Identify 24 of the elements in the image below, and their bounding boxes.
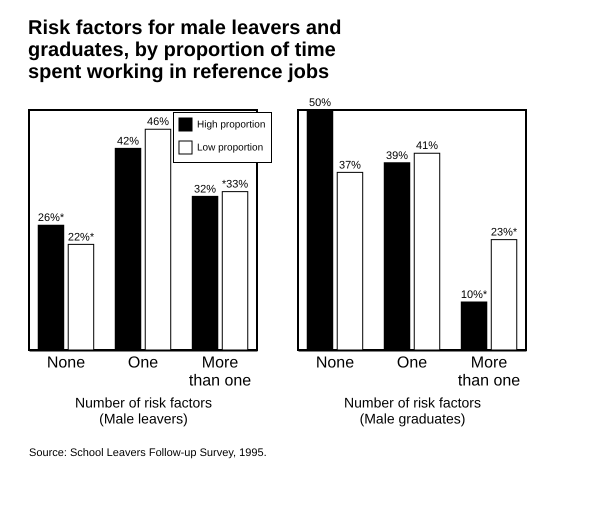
- data-label: 37%: [338, 159, 362, 172]
- x-axis-title: Number of risk factors (Male graduates): [344, 394, 481, 426]
- data-label: 10%*: [460, 289, 488, 301]
- data-label: *33%: [222, 178, 248, 191]
- chart-title: Risk factors for male leavers and graduates, by proportion of time spent working in reference jobs: [28, 17, 342, 83]
- x-tick-label: None: [316, 354, 354, 372]
- data-label: 26%*: [38, 212, 65, 224]
- data-label: 22%*: [68, 231, 95, 244]
- data-label: 50%: [308, 97, 332, 109]
- source-note: Source: School Leavers Follow-up Survey, 1995.: [29, 447, 267, 459]
- x-tick-label: One: [396, 354, 428, 372]
- legend-label: High proportion: [197, 120, 266, 130]
- x-axis-title: Number of risk factors (Male leavers): [75, 394, 212, 426]
- data-label: 39%: [386, 150, 408, 162]
- data-label: 46%: [146, 116, 170, 128]
- data-label: 41%: [416, 140, 438, 152]
- x-tick-label: One: [128, 354, 158, 372]
- x-tick-label: None: [46, 354, 86, 372]
- x-tick-label: More than one: [188, 354, 252, 390]
- data-label: 42%: [116, 135, 140, 148]
- data-label: 32%: [194, 183, 216, 196]
- data-label: 23%*: [490, 226, 518, 239]
- x-tick-label: More than one: [458, 354, 520, 390]
- legend-label: Low proportion: [197, 142, 264, 154]
